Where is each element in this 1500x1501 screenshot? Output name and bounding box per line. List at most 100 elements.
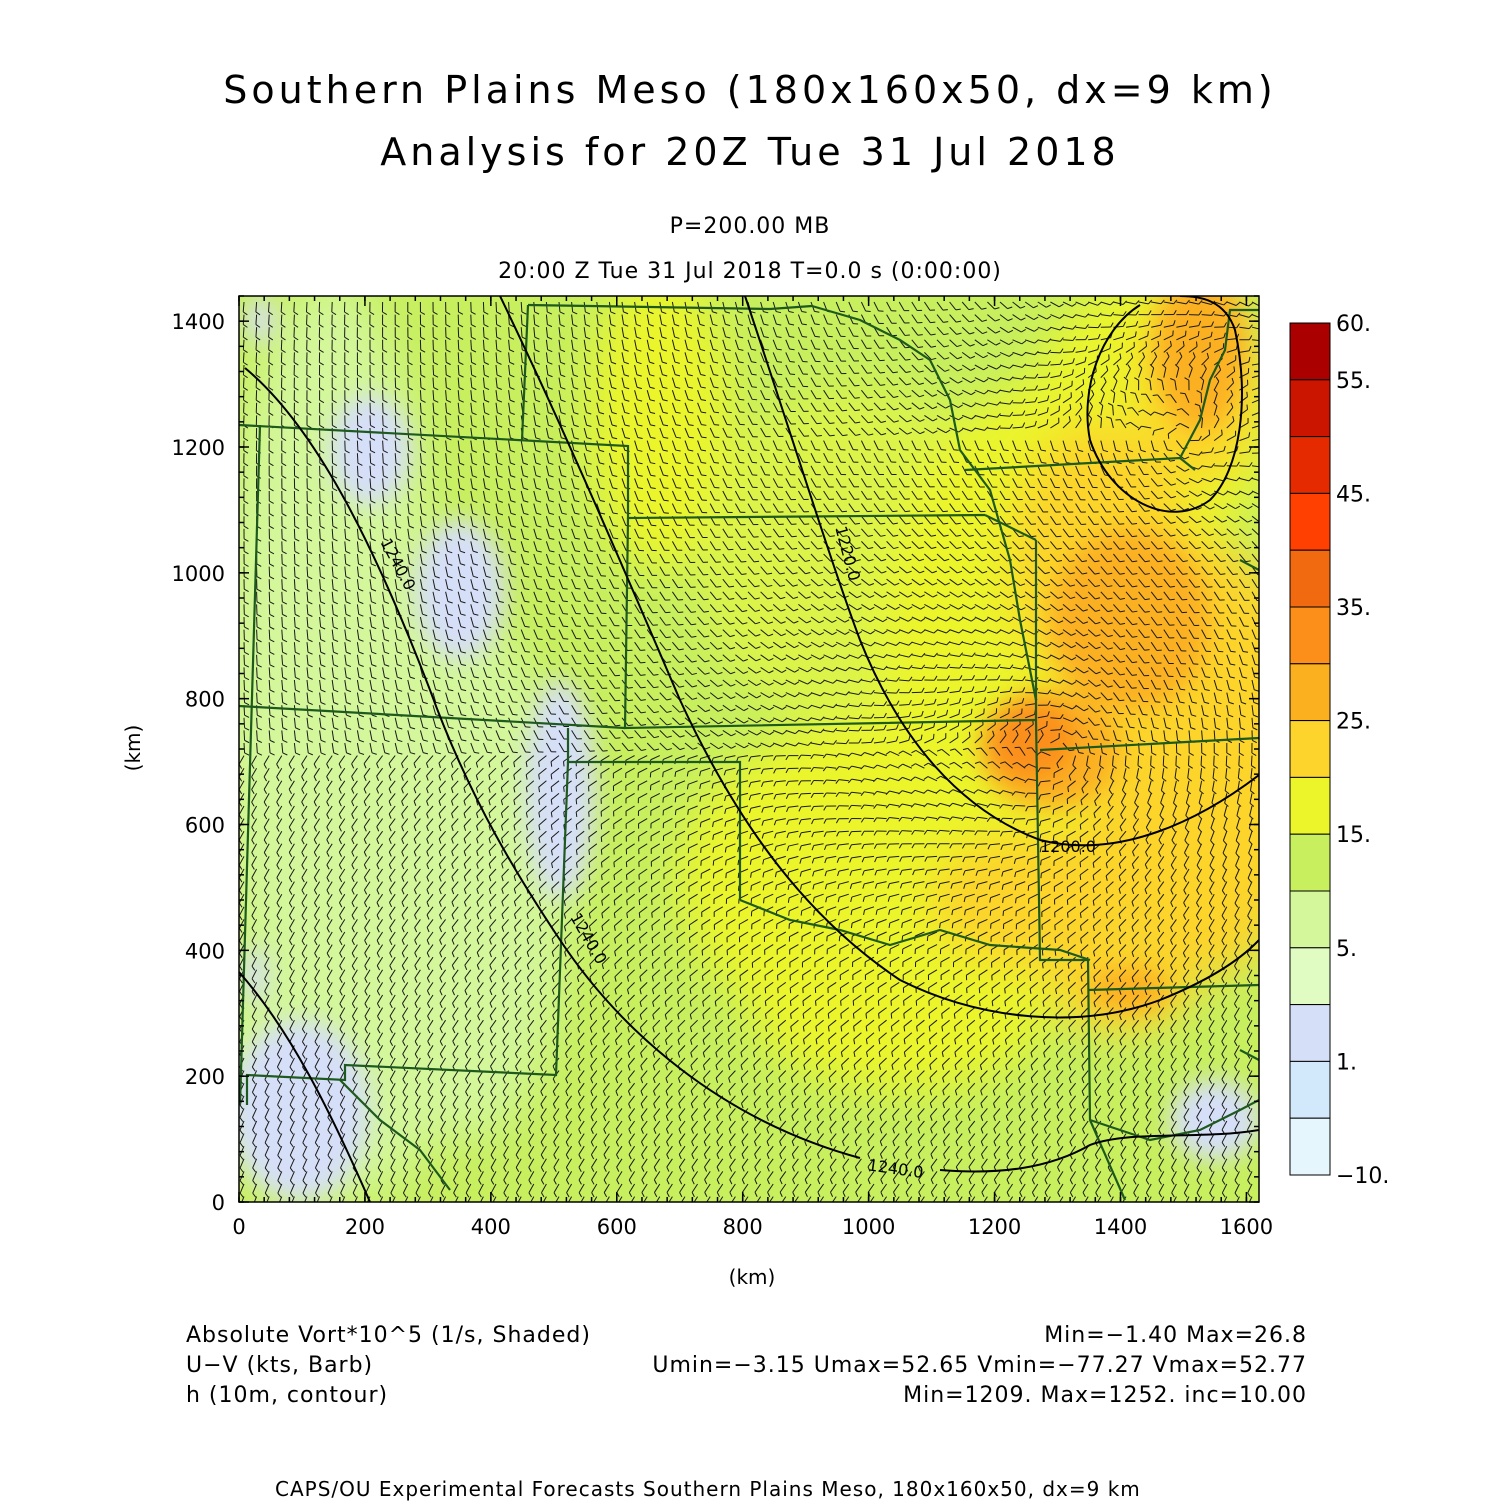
wind-barb [1213,343,1225,353]
wind-barb [760,364,770,376]
wind-barb [835,301,846,313]
wind-barb [1075,379,1085,391]
wind-barb [319,415,325,429]
wind-barb [457,314,464,328]
wind-barb [772,402,783,413]
wind-barb [886,352,898,361]
wind-barb [1251,326,1259,330]
wind-barb [835,326,846,338]
wind-barb [911,352,924,361]
wind-barb [1037,383,1050,391]
wind-barb [356,415,363,429]
wind-barb [1239,345,1252,353]
wind-barb [722,327,731,339]
wind-barb [419,314,426,328]
wind-barb [1012,326,1026,333]
wind-barb [419,364,426,378]
wind-barb [823,339,834,350]
wind-barb [873,352,885,362]
wind-barb [621,352,629,365]
wind-barb [1239,379,1249,391]
wind-barb [785,402,796,413]
wind-barb [255,390,261,404]
wind-barb [508,301,514,315]
wind-barb [734,327,744,339]
wind-barb [1213,389,1218,403]
wind-barb [949,339,962,348]
wind-barb [495,327,502,340]
wind-barb [671,390,681,402]
wind-barb [974,326,988,335]
wind-barb [482,390,490,403]
wind-barb [583,377,592,390]
wind-barb [1130,391,1140,403]
wind-barb [1050,405,1060,416]
wind-barb [571,301,578,315]
wind-barb [1037,407,1049,416]
wind-barb [369,339,375,353]
wind-barb [1117,404,1127,416]
wind-barb [747,402,758,413]
wind-barb [583,364,591,377]
wind-barb [1100,377,1107,391]
wind-barb [974,389,989,395]
valid-time: 20:00 Z Tue 31 Jul 2018 T=0.0 s (0:00:00… [498,259,1002,284]
wind-barb [621,377,630,390]
wind-barb [545,427,554,440]
wind-barb [331,402,337,416]
wind-barb [545,364,553,378]
wind-barb [1239,335,1253,341]
wind-barb [684,339,693,352]
wind-barb [344,364,350,378]
wind-barb [280,352,286,366]
wind-barb [797,314,807,326]
wind-barb [356,364,363,378]
wind-barb [280,301,286,316]
wind-barb [419,377,426,391]
wind-barb [734,364,744,376]
wind-barb [1251,387,1259,391]
wind-barb [987,314,1000,322]
wind-barb [242,301,248,316]
wind-barb [835,415,848,424]
wind-barb [999,339,1014,345]
wind-barb [558,427,567,440]
wind-barb [697,402,707,414]
wind-barb [583,415,592,427]
wind-barb [722,301,731,314]
wind-barb [697,339,706,352]
wind-barb [268,327,274,341]
wind-barb [571,427,579,440]
wind-barb [571,352,579,365]
wind-barb [772,364,783,376]
wind-barb [1100,365,1109,378]
wind-barb [293,364,299,379]
wind-barb [634,415,643,427]
wind-barb [1188,364,1193,378]
wind-barb [596,314,603,327]
wind-barb [646,402,656,414]
wind-barb [936,364,950,372]
wind-barb [646,390,655,402]
wind-barb [243,377,248,391]
wind-barb [1176,330,1187,341]
wind-barb [571,327,578,340]
wind-barb [1150,351,1158,366]
wind-barb [571,377,579,390]
wind-barb [684,352,693,364]
wind-barb [306,402,312,416]
wind-barb [280,364,286,379]
wind-barb [1050,301,1064,308]
wind-barb [369,314,375,328]
wind-barb [760,301,769,314]
wind-barb [1188,352,1196,366]
wind-barb [1075,334,1089,341]
wind-barb [432,327,438,340]
wind-barb [306,415,312,429]
wind-barb [987,326,1001,334]
wind-barb [1162,411,1177,416]
wind-barb [608,364,617,377]
wind-barb [583,339,591,352]
wind-barb [1226,377,1235,391]
wind-barb [533,301,540,315]
